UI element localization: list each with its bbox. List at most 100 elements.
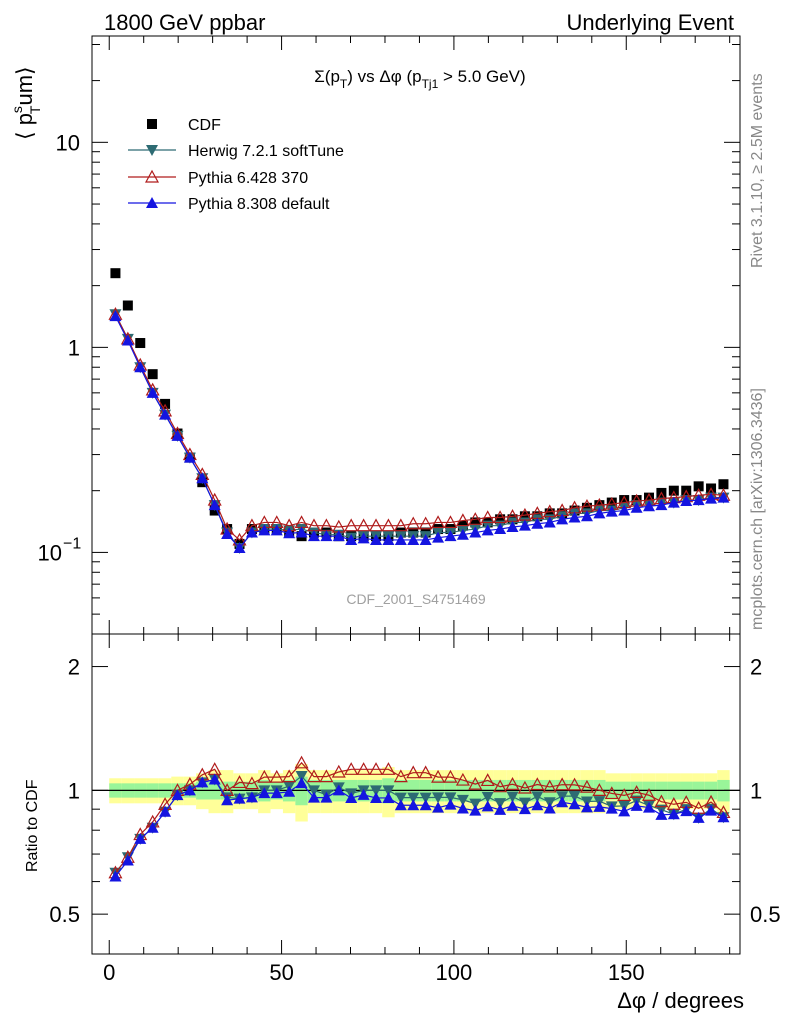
ratio-point — [282, 769, 297, 783]
data-point — [619, 495, 630, 506]
ratio-point — [146, 821, 159, 833]
ratio-point — [431, 769, 446, 783]
data-point — [495, 514, 506, 525]
y-tick-label: 10 — [38, 540, 62, 565]
ratio-point — [629, 785, 644, 798]
data-point — [418, 516, 433, 530]
data-point — [470, 517, 481, 528]
ratio-point — [667, 808, 680, 820]
header-right: Underlying Event — [566, 10, 734, 35]
data-point — [568, 511, 581, 523]
data-point — [344, 518, 359, 532]
ratio-point — [295, 777, 308, 789]
data-point — [456, 528, 469, 540]
data-point — [245, 526, 258, 538]
data-point — [455, 513, 470, 527]
data-point — [444, 530, 457, 542]
ratio-point — [456, 794, 469, 806]
ratio-point — [183, 784, 196, 796]
data-point — [519, 511, 530, 522]
data-point — [369, 518, 384, 532]
data-point — [693, 481, 704, 492]
ratio-point — [121, 854, 134, 866]
data-point — [394, 533, 407, 545]
ratio-point — [494, 803, 507, 815]
data-point — [432, 531, 445, 543]
ratio-point — [394, 792, 407, 804]
ratio-point — [320, 791, 333, 803]
ratio-point — [518, 803, 531, 815]
data-point — [183, 451, 196, 463]
ratio-point — [370, 785, 383, 797]
data-point — [196, 472, 209, 484]
mcplots-text: mcplots.cern.ch [arXiv:1306.3436] — [749, 388, 766, 630]
data-point — [631, 495, 642, 506]
ratio-point — [630, 799, 643, 811]
x-tick-label: 50 — [269, 960, 293, 985]
ratio-point — [369, 762, 384, 775]
data-point — [171, 429, 184, 441]
ratio-point — [567, 777, 582, 791]
data-point — [493, 510, 508, 524]
data-point — [680, 495, 693, 507]
ratio-point — [443, 769, 458, 783]
ratio-point — [593, 800, 606, 812]
legend-entry-label: Pythia 6.428 370 — [188, 170, 308, 187]
ratio-y-tick-label: 2 — [68, 655, 80, 680]
ratio-point — [356, 762, 371, 775]
data-point — [393, 518, 408, 532]
data-point — [644, 492, 655, 503]
ratio-point — [717, 811, 730, 823]
data-point — [630, 501, 643, 513]
ratio-point — [692, 811, 705, 823]
ratio-point — [469, 804, 482, 816]
series-line — [114, 314, 724, 550]
ratio-point — [394, 799, 407, 811]
ratio-point — [680, 805, 693, 817]
ratio-point — [531, 799, 544, 811]
ratio-y-tick-label: 1 — [68, 778, 80, 803]
data-point — [655, 499, 668, 511]
ratio-point — [307, 785, 320, 797]
ratio-point — [568, 791, 581, 803]
data-point — [494, 523, 507, 535]
data-point — [468, 512, 483, 525]
data-point — [121, 334, 134, 346]
data-point — [718, 479, 729, 490]
ratio-point — [233, 792, 246, 804]
series-3 — [109, 310, 730, 554]
ratio-point — [345, 791, 358, 803]
data-point — [481, 524, 494, 536]
ratio-point — [555, 777, 570, 791]
ratio-point — [494, 798, 507, 810]
data-point — [419, 533, 432, 545]
data-point — [480, 510, 495, 524]
ratio-point — [306, 769, 321, 783]
ratio-point — [221, 794, 234, 806]
analysis-watermark: CDF_2001_S4751469 — [346, 591, 486, 607]
data-point — [370, 533, 383, 545]
ratio-point — [654, 794, 669, 808]
ratio-y-tick-label: 0.5 — [49, 902, 80, 927]
ratio-point — [456, 802, 469, 814]
ratio-y-tick-label-right: 0.5 — [750, 902, 781, 927]
chart-title: Σ(pT) vs Δφ (pTj1 > 5.0 GeV) — [314, 67, 525, 91]
ratio-series-3 — [109, 773, 730, 882]
data-point — [605, 505, 618, 517]
data-point — [146, 386, 159, 398]
rivet-version-text: Rivet 3.1.10, ≥ 2.5M events — [749, 73, 766, 268]
ratio-series-layer — [108, 755, 731, 882]
ratio-point — [109, 870, 122, 882]
ratio-point — [319, 769, 334, 783]
ratio-plot-frame — [91, 633, 741, 955]
ratio-point — [517, 780, 532, 794]
ratio-point — [705, 804, 718, 816]
ratio-point — [283, 785, 296, 797]
data-point — [134, 361, 147, 373]
data-point — [295, 526, 308, 538]
ratio-point — [307, 791, 320, 803]
legend-marker — [146, 197, 158, 208]
ratio-point — [432, 801, 445, 813]
ratio-point — [641, 787, 657, 801]
